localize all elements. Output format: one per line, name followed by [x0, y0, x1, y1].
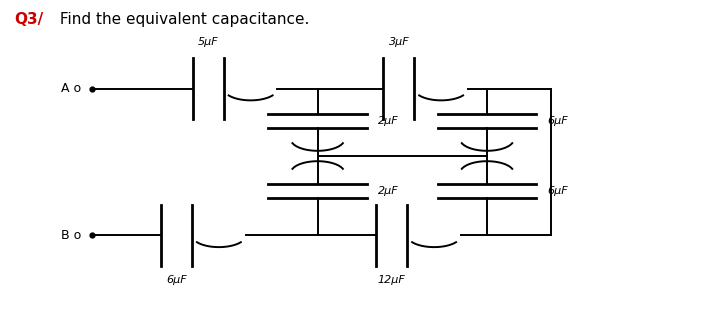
Text: B o: B o [61, 229, 81, 242]
Text: A o: A o [61, 82, 81, 95]
Text: 5µF: 5µF [198, 37, 219, 47]
Text: 6µF: 6µF [547, 186, 567, 196]
Text: 6µF: 6µF [166, 275, 187, 285]
Text: Q3/: Q3/ [14, 12, 43, 27]
Text: 2µF: 2µF [377, 116, 398, 126]
Text: 2µF: 2µF [377, 186, 398, 196]
Text: 6µF: 6µF [547, 116, 567, 126]
Text: 3µF: 3µF [389, 37, 409, 47]
Text: 12µF: 12µF [378, 275, 405, 285]
Text: Find the equivalent capacitance.: Find the equivalent capacitance. [55, 12, 310, 27]
